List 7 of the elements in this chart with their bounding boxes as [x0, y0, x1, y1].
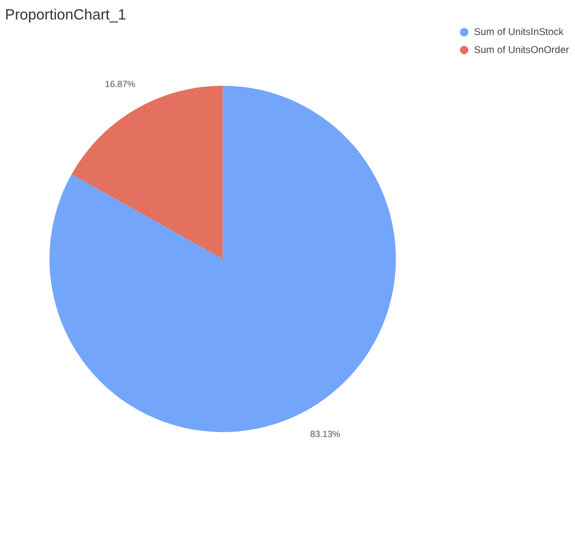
pie-slice	[72, 86, 223, 259]
pie-slice	[49, 86, 396, 432]
chart-title: ProportionChart_1	[4, 7, 126, 24]
data-label: 83.13%	[310, 428, 340, 439]
legend-label: Sum of UnitsOnOrder	[474, 45, 570, 56]
legend-label: Sum of UnitsInStock	[474, 27, 564, 38]
data-label: 16.87%	[105, 78, 136, 89]
